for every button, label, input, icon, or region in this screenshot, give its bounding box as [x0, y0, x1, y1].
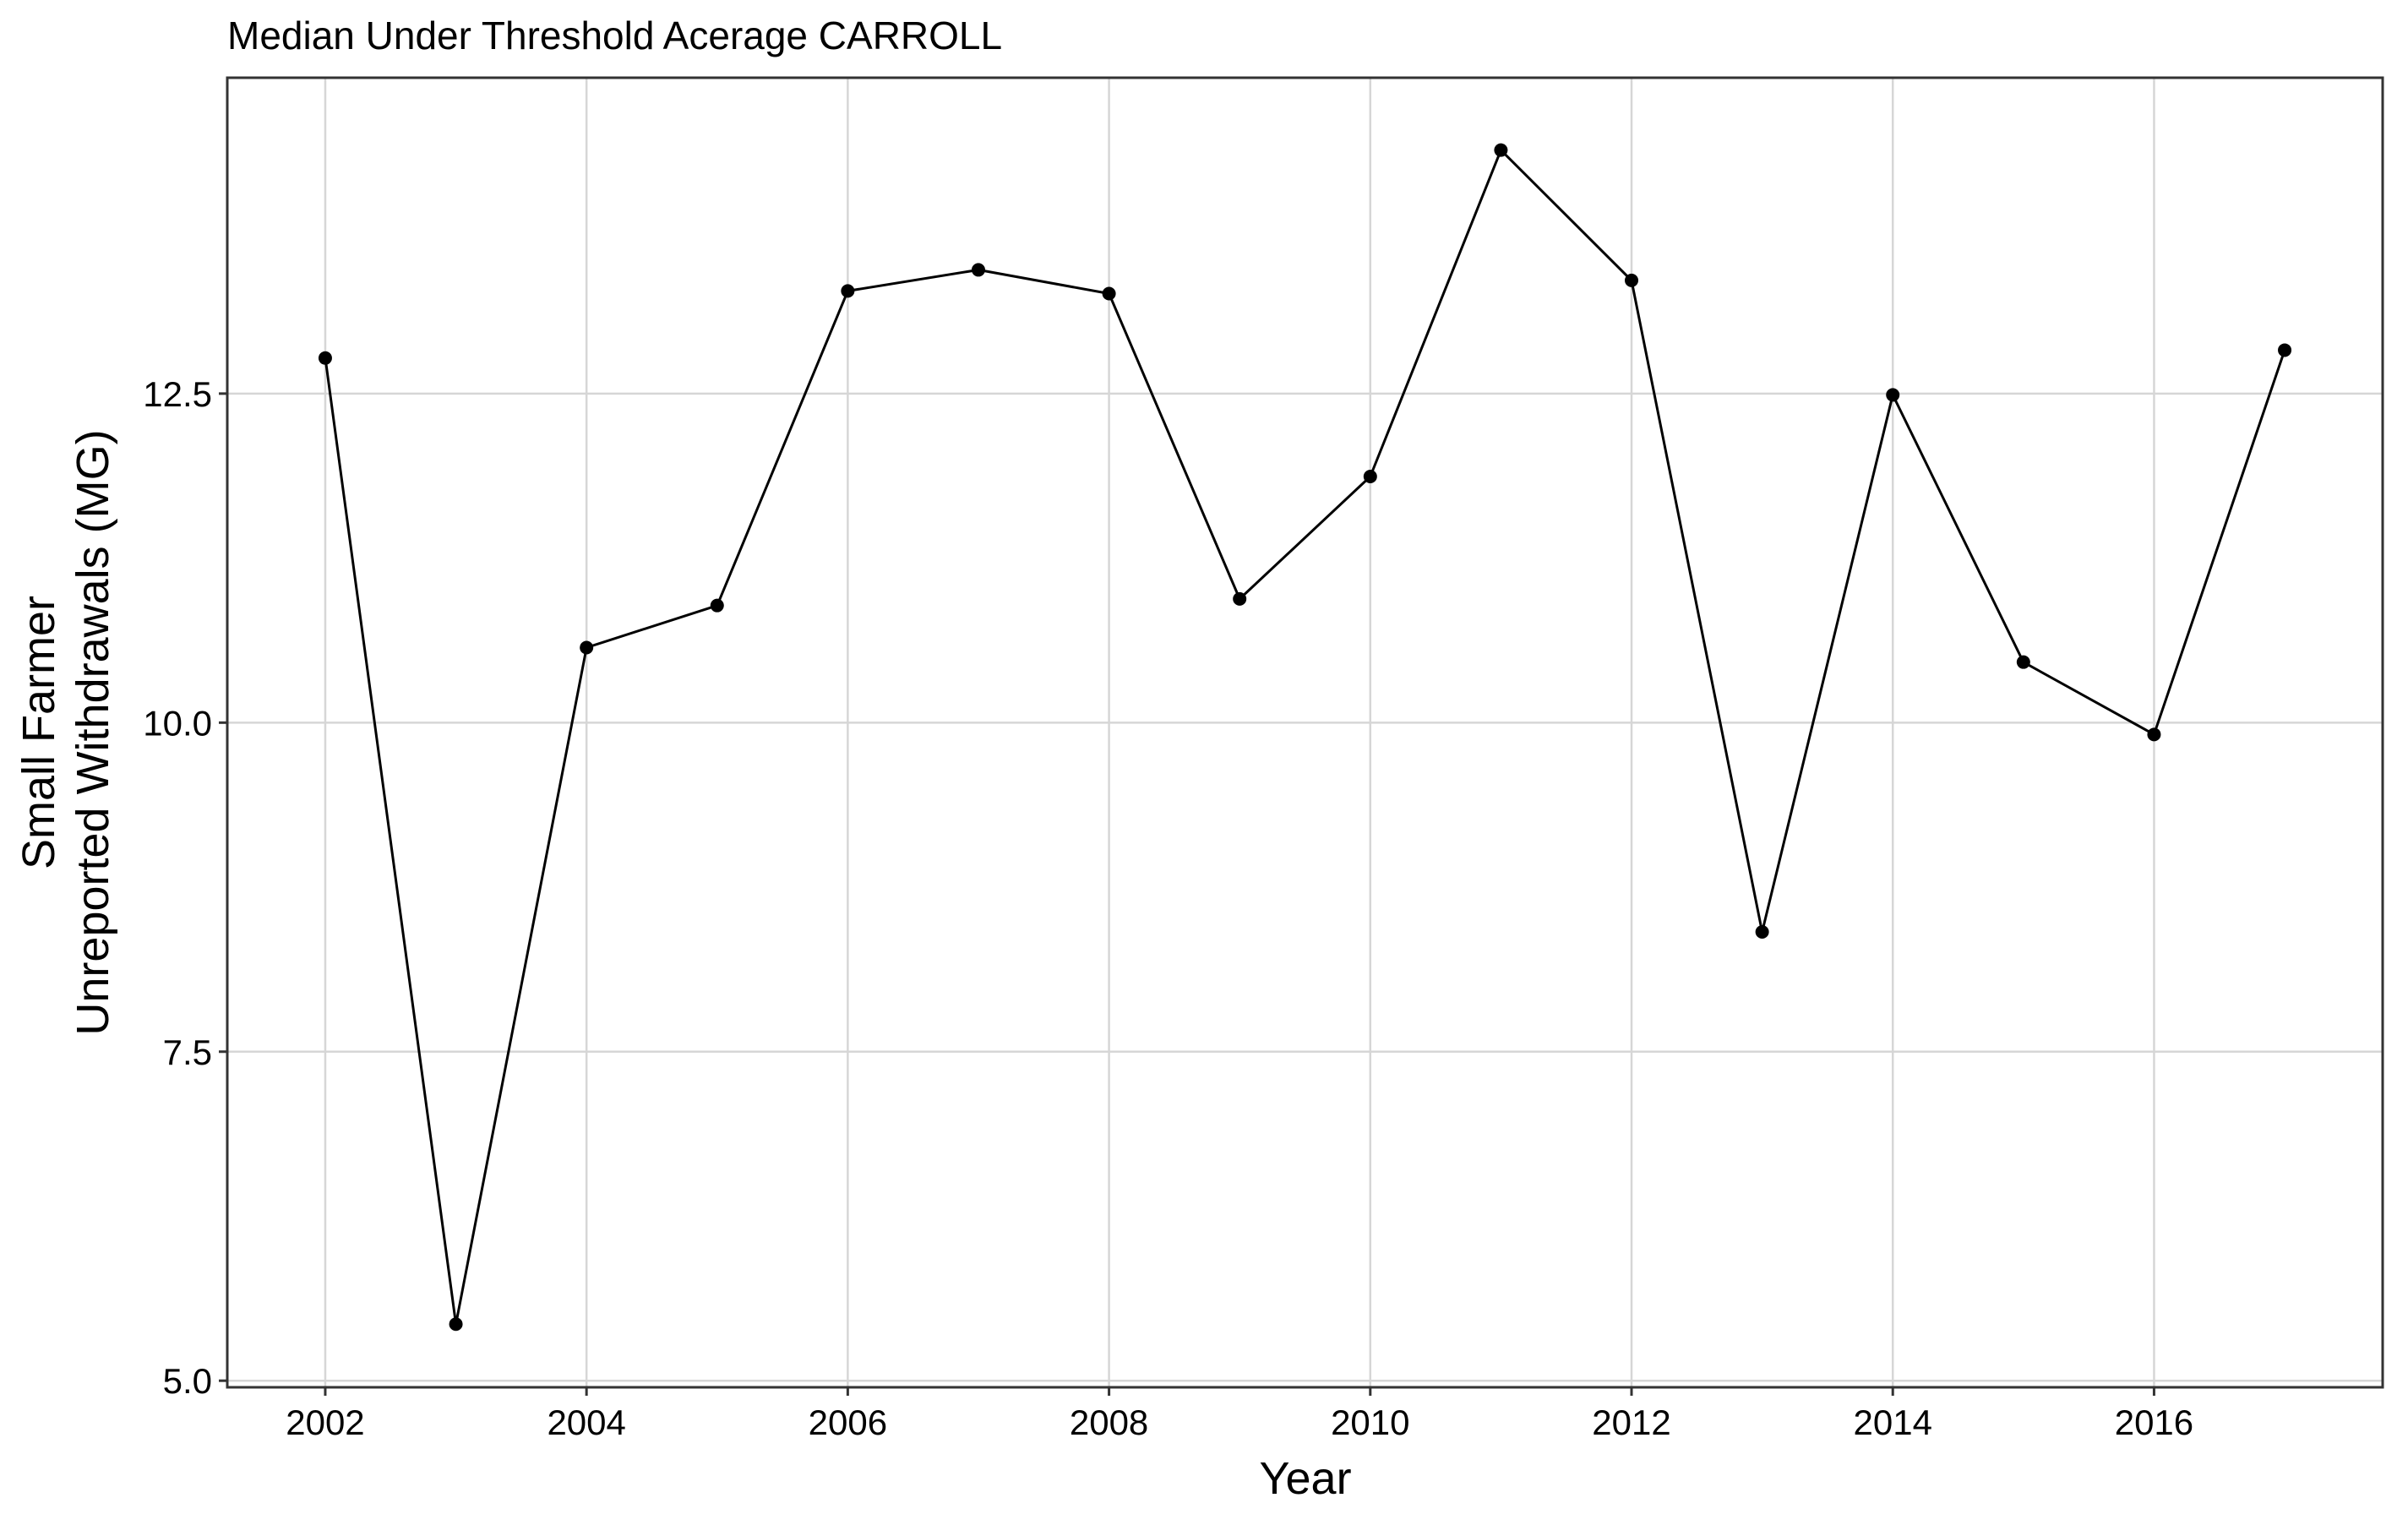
data-point-2010: [1363, 470, 1377, 484]
data-point-2006: [841, 284, 855, 298]
x-tick-label-2010: 2010: [1331, 1402, 1409, 1442]
series-line-0: [324, 149, 2286, 1326]
x-tick-label-2004: 2004: [547, 1402, 625, 1442]
y-tick-label-12.5: 12.5: [143, 374, 212, 414]
data-point-2002: [318, 351, 332, 365]
data-point-2005: [710, 598, 724, 613]
data-point-2014: [1886, 388, 1900, 402]
grid-lines: [227, 78, 2383, 1387]
x-axis-title: Year: [1259, 1453, 1351, 1504]
data-point-2012: [1625, 273, 1639, 287]
data-point-2015: [2016, 655, 2030, 669]
plot-panel-border: [226, 76, 2384, 1389]
y-axis-title-line-2: Unreported Withdrawals (MG): [68, 429, 118, 1035]
y-tick-label-10.0: 10.0: [143, 703, 212, 743]
data-point-2013: [1755, 925, 1769, 940]
data-point-2017: [2278, 343, 2292, 357]
data-point-2003: [449, 1317, 463, 1332]
data-point-2007: [971, 263, 985, 277]
chart-title: Median Under Threshold Acerage CARROLL: [227, 14, 1002, 57]
data-point-2008: [1102, 286, 1116, 301]
data-point-2004: [580, 640, 594, 655]
axes: 2002 2004 2006 2008 2010 2012 2014 2016 5.0 7.5 10…: [143, 374, 2193, 1442]
data-point-2016: [2147, 727, 2161, 742]
x-tick-label-2012: 2012: [1592, 1402, 1670, 1442]
y-axis-title-line-1: Small Farmer: [14, 596, 64, 869]
x-tick-label-2016: 2016: [2115, 1402, 2193, 1442]
data-series: [318, 143, 2292, 1332]
data-point-2011: [1494, 143, 1508, 157]
x-tick-label-2006: 2006: [809, 1402, 887, 1442]
data-point-2009: [1233, 591, 1247, 606]
x-tick-label-2014: 2014: [1854, 1402, 1932, 1442]
x-tick-label-2002: 2002: [286, 1402, 364, 1442]
y-tick-label-7.5: 7.5: [163, 1032, 212, 1072]
x-tick-label-2008: 2008: [1070, 1402, 1148, 1442]
y-tick-label-5.0: 5.0: [163, 1361, 212, 1401]
